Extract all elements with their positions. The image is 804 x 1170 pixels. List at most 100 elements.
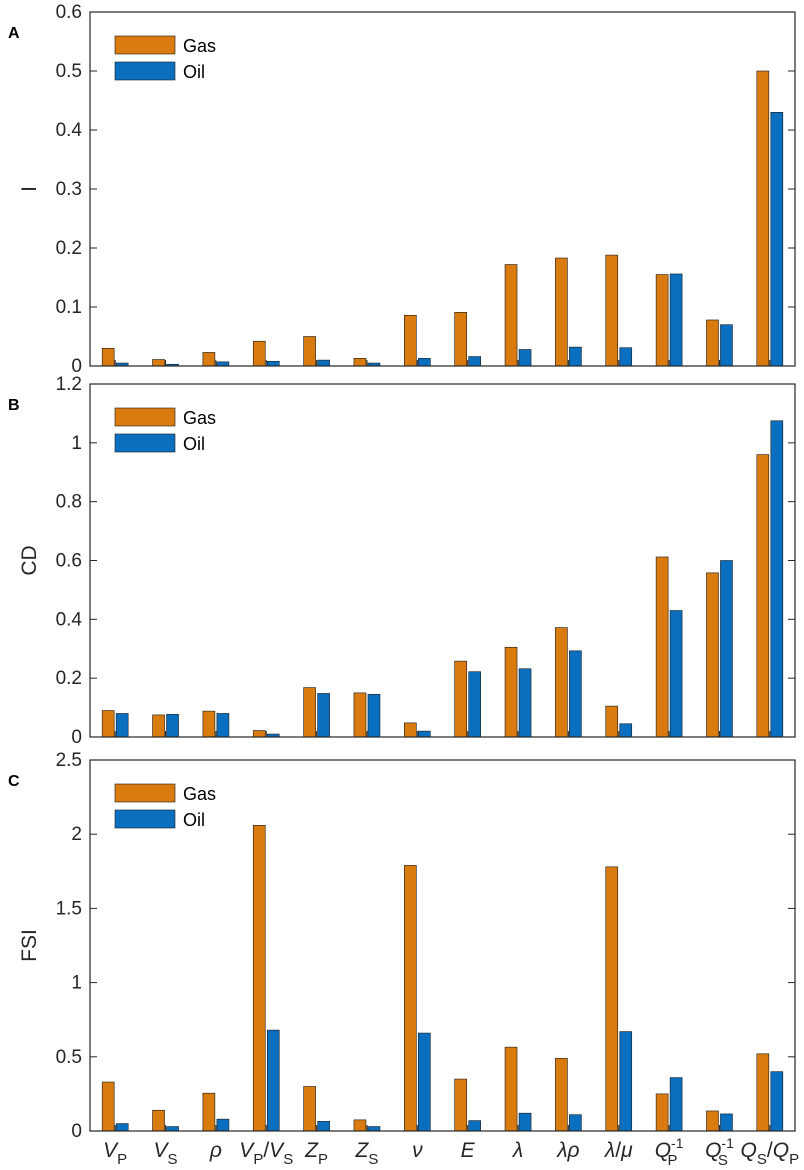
bar-oil-8 — [518, 349, 532, 367]
bar-gas-3 — [252, 824, 266, 1132]
bar-gas-12 — [706, 1110, 719, 1132]
panel-c: 0 0.5 1 1.5 2 2.5 FSI C Gas Oil — [8, 750, 796, 1142]
series-gas — [101, 70, 770, 367]
bar-oil-8 — [518, 668, 532, 738]
bar-gas-0 — [101, 1081, 115, 1132]
x-tick-label: Q-1P​ — [655, 1135, 684, 1165]
bar-gas-1 — [152, 359, 165, 367]
bar-oil-6 — [418, 730, 431, 738]
y-tick-label: 0.5 — [56, 61, 82, 82]
bar-oil-12 — [720, 1113, 733, 1132]
bar-gas-12 — [706, 572, 719, 738]
legend-swatch-gas — [114, 35, 176, 55]
y-tick-label: 0.1 — [56, 297, 82, 318]
bar-oil-11 — [669, 1077, 683, 1132]
y-tick-label: 0.3 — [56, 179, 82, 200]
x-tick-label: Q-1S​ — [705, 1135, 734, 1165]
bar-oil-10 — [619, 347, 633, 367]
legend: Gas Oil — [114, 407, 216, 454]
panel-label: B — [8, 397, 20, 414]
panel-a: 0 0.1 0.2 0.3 0.4 0.5 0.6 I A Gas Oil — [8, 2, 796, 377]
x-tick-label: λ — [512, 1139, 523, 1162]
plot-frame — [89, 11, 796, 367]
bar-gas-13 — [756, 454, 770, 738]
bar-oil-9 — [569, 650, 582, 738]
bar-gas-2 — [202, 710, 216, 738]
y-tick-label: 0.6 — [56, 551, 82, 572]
bar-oil-9 — [569, 1114, 582, 1132]
bar-gas-10 — [605, 705, 619, 738]
bar-oil-4 — [317, 693, 330, 738]
legend: Gas Oil — [114, 35, 216, 82]
bar-oil-11 — [669, 273, 683, 367]
legend-label-oil: Oil — [183, 434, 205, 454]
bar-oil-5 — [367, 694, 381, 738]
bar-oil-7 — [468, 1120, 481, 1132]
legend-label-gas: Gas — [183, 36, 216, 56]
y-tick-label: 2 — [71, 824, 82, 845]
bar-gas-3 — [252, 340, 266, 367]
bar-gas-6 — [404, 865, 417, 1132]
y-tick-label: 0.2 — [56, 238, 82, 259]
series-oil — [115, 1029, 784, 1132]
series-gas — [101, 824, 770, 1132]
bar-gas-9 — [555, 1057, 568, 1132]
bar-oil-12 — [720, 324, 733, 367]
y-tick-label: 0 — [71, 727, 82, 748]
legend-label-gas: Gas — [183, 784, 216, 804]
bar-oil-10 — [619, 723, 633, 738]
bar-oil-6 — [418, 1032, 431, 1132]
bar-gas-1 — [152, 1109, 165, 1132]
bar-oil-4 — [317, 1121, 330, 1132]
bar-oil-1 — [166, 1126, 179, 1132]
bar-gas-13 — [756, 1053, 770, 1132]
bar-gas-2 — [202, 1092, 216, 1132]
legend-swatch-oil — [114, 809, 176, 829]
x-tick-label: λρ — [556, 1139, 579, 1162]
x-tick-label: VS​ — [154, 1139, 178, 1165]
bar-oil-12 — [720, 560, 733, 738]
legend-label-oil: Oil — [183, 62, 205, 82]
bar-gas-4 — [303, 687, 316, 738]
y-tick-label: 1.5 — [56, 898, 82, 919]
bar-oil-2 — [216, 361, 230, 367]
bar-gas-9 — [555, 257, 568, 367]
bar-gas-1 — [152, 714, 165, 738]
plot-frame — [89, 759, 796, 1132]
bar-gas-8 — [504, 646, 518, 738]
x-tick-label: E — [461, 1139, 476, 1162]
bar-gas-13 — [756, 70, 770, 367]
bar-gas-7 — [454, 1078, 467, 1132]
bar-oil-1 — [166, 714, 179, 738]
legend-swatch-gas — [114, 783, 176, 803]
y-tick-label: 1.2 — [56, 374, 82, 395]
series-gas — [101, 454, 770, 738]
legend-swatch-gas — [114, 407, 176, 427]
y-tick-label: 0.6 — [56, 2, 82, 23]
bar-gas-2 — [202, 352, 216, 367]
plot-area — [90, 760, 795, 1131]
y-tick-label: 0.4 — [56, 120, 83, 141]
legend-label-gas: Gas — [183, 408, 216, 428]
bar-oil-13 — [770, 1071, 784, 1132]
bar-oil-6 — [418, 358, 431, 367]
panel-label: C — [8, 773, 20, 790]
bar-gas-3 — [252, 730, 266, 738]
bar-gas-7 — [454, 660, 467, 738]
bar-oil-9 — [569, 346, 582, 367]
bar-gas-11 — [655, 274, 669, 367]
legend: Gas Oil — [114, 783, 216, 830]
bar-gas-5 — [353, 358, 367, 367]
bar-oil-11 — [669, 610, 683, 738]
bar-gas-10 — [605, 254, 619, 367]
bar-gas-11 — [655, 556, 669, 738]
x-tick-label: VP​ — [103, 1139, 127, 1165]
bar-oil-13 — [770, 112, 784, 367]
bar-gas-0 — [101, 347, 115, 367]
panel-label: A — [8, 25, 20, 42]
x-tick-label: ZS​ — [355, 1139, 379, 1165]
y-tick-label: 0 — [71, 1121, 82, 1142]
bar-oil-7 — [468, 671, 481, 738]
bar-gas-5 — [353, 692, 367, 738]
